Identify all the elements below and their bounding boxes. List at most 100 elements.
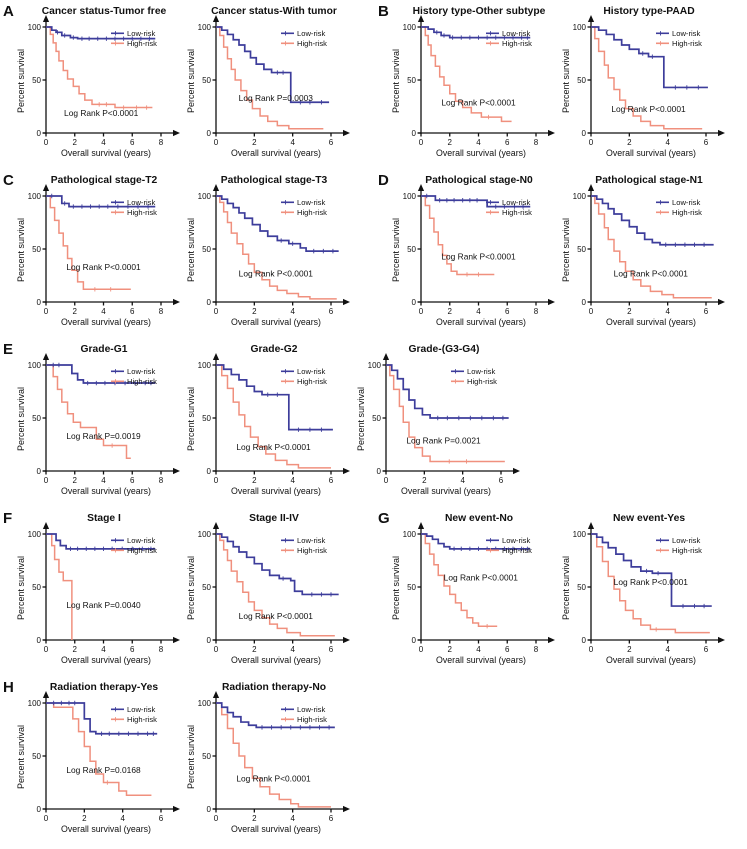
legend-label: Low-risk — [297, 536, 325, 545]
svg-text:2: 2 — [73, 138, 78, 147]
figure-row: A Cancer status-Tumor free Percent surviva… — [3, 3, 747, 168]
legend-label: Low-risk — [502, 198, 530, 207]
legend-label: Low-risk — [502, 536, 530, 545]
low-risk-curve-censor-mark — [317, 725, 322, 730]
km-survival-figure: A Cancer status-Tumor free Percent surviva… — [3, 3, 747, 844]
x-tick-labels: 0 2 4 6 — [214, 814, 334, 823]
km-plot-radiation-therapy-no: Radiation therapy-No Percent survival 0 50 1… — [186, 682, 350, 834]
low-risk-curve-censor-mark — [79, 36, 85, 41]
svg-text:8: 8 — [534, 138, 539, 147]
x-tick-labels: 0 2 4 6 — [384, 476, 504, 485]
y-tick-labels: 0 50 100 — [198, 192, 212, 307]
high-risk-curve — [421, 195, 495, 276]
low-risk-curve-censor-mark — [107, 731, 112, 736]
low-risk-curve-censor-mark — [56, 362, 62, 368]
svg-text:6: 6 — [130, 138, 135, 147]
low-risk-curve — [216, 364, 333, 431]
p-value-label: Log Rank P<0.0001 — [444, 573, 519, 583]
svg-text:0: 0 — [412, 129, 417, 138]
low-risk-curve-censor-mark — [701, 242, 707, 247]
low-risk-curve-censor-mark — [510, 546, 516, 552]
low-risk-curve-censor-mark — [444, 198, 450, 203]
x-axis — [418, 129, 555, 137]
high-risk-curve — [216, 195, 337, 300]
y-tick-labels: 0 50 100 — [198, 530, 212, 645]
low-risk-curve-censor-mark — [62, 33, 67, 38]
svg-text:6: 6 — [704, 307, 709, 316]
y-axis — [212, 353, 220, 472]
low-risk-curve-censor-mark — [265, 392, 270, 397]
y-axis-label: Percent survival — [561, 49, 571, 113]
y-axis — [587, 184, 595, 303]
y-axis — [42, 353, 50, 472]
svg-text:2: 2 — [422, 476, 427, 485]
low-risk-curve-censor-mark — [130, 546, 135, 552]
legend-label: Low-risk — [672, 536, 700, 545]
low-risk-curve-censor-mark — [460, 198, 465, 203]
svg-text:0: 0 — [37, 467, 42, 476]
figure-row: E Grade-G1 Percent survival 0 50 100 0 2 4 6 8 Over… — [3, 341, 747, 506]
low-risk-curve-censor-mark — [673, 85, 678, 90]
low-risk-curve-censor-mark — [84, 546, 89, 552]
low-risk-curve-censor-mark — [51, 700, 56, 706]
p-value-label: Log Rank P<0.0001 — [614, 577, 689, 587]
svg-text:0: 0 — [589, 645, 594, 654]
legend-label: Low-risk — [672, 29, 700, 38]
y-axis — [417, 522, 425, 641]
svg-text:100: 100 — [198, 192, 212, 201]
low-risk-curve-censor-mark — [138, 36, 144, 41]
legend-label: Low-risk — [127, 29, 155, 38]
low-risk-curve-censor-mark — [326, 725, 332, 730]
high-risk-curve-censor-mark — [464, 272, 470, 277]
svg-text:0: 0 — [44, 814, 49, 823]
x-axis-label: Overall survival (years) — [231, 655, 321, 665]
svg-text:0: 0 — [214, 476, 219, 485]
y-tick-labels: 0 50 100 — [403, 530, 417, 645]
high-risk-curve-censor-mark — [464, 459, 469, 464]
x-axis — [43, 636, 180, 644]
high-risk-curve-censor-mark — [447, 459, 452, 464]
svg-text:6: 6 — [505, 307, 510, 316]
y-tick-labels: 0 50 100 — [198, 699, 212, 814]
low-risk-curve-censor-mark — [445, 415, 450, 421]
p-value-label: Log Rank P<0.0001 — [239, 611, 314, 621]
low-risk-curve-censor-mark — [467, 35, 473, 40]
low-risk-curve-censor-mark — [86, 36, 92, 41]
low-risk-curve-censor-mark — [280, 576, 286, 581]
low-risk-curve-censor-mark — [459, 546, 464, 552]
high-risk-curve-censor-mark — [104, 102, 109, 107]
low-risk-curve-censor-mark — [275, 392, 280, 397]
low-risk-curve-censor-mark — [330, 248, 336, 254]
high-risk-curve-censor-mark — [484, 624, 490, 629]
low-risk-curve-censor-mark — [502, 35, 507, 40]
low-risk-curve-censor-mark — [435, 415, 440, 421]
low-risk-curve-censor-mark — [94, 380, 99, 386]
svg-text:0: 0 — [377, 467, 382, 476]
low-risk-curve-censor-mark — [132, 380, 138, 386]
p-value-label: Log Rank P=0.0003 — [239, 93, 314, 103]
legend-label: High-risk — [127, 39, 157, 48]
plot-title: History type-Other subtype — [413, 6, 546, 17]
x-axis — [43, 467, 180, 475]
low-risk-curve-censor-mark — [130, 36, 135, 41]
low-risk-curve-censor-mark — [493, 35, 498, 40]
high-risk-curve — [216, 702, 331, 808]
y-axis-label: Percent survival — [186, 556, 196, 620]
panel-label: D — [378, 172, 389, 189]
low-risk-curve-censor-mark — [259, 725, 265, 730]
svg-text:4: 4 — [476, 307, 481, 316]
low-risk-curve — [46, 26, 156, 40]
panel-A: A Cancer status-Tumor free Percent surviva… — [3, 3, 356, 168]
figure-row: F Stage I Percent survival 0 50 100 0 2 4 6 8 Overa… — [3, 510, 747, 675]
x-axis-label: Overall survival (years) — [61, 655, 151, 665]
low-risk-curve-censor-mark — [288, 725, 293, 730]
legend-label: High-risk — [467, 377, 497, 386]
y-tick-labels: 0 50 100 — [28, 361, 42, 476]
legend-label: High-risk — [297, 715, 327, 724]
low-risk-curve-censor-mark — [510, 35, 516, 40]
x-axis — [213, 298, 350, 306]
y-tick-labels: 0 50 100 — [28, 530, 42, 645]
